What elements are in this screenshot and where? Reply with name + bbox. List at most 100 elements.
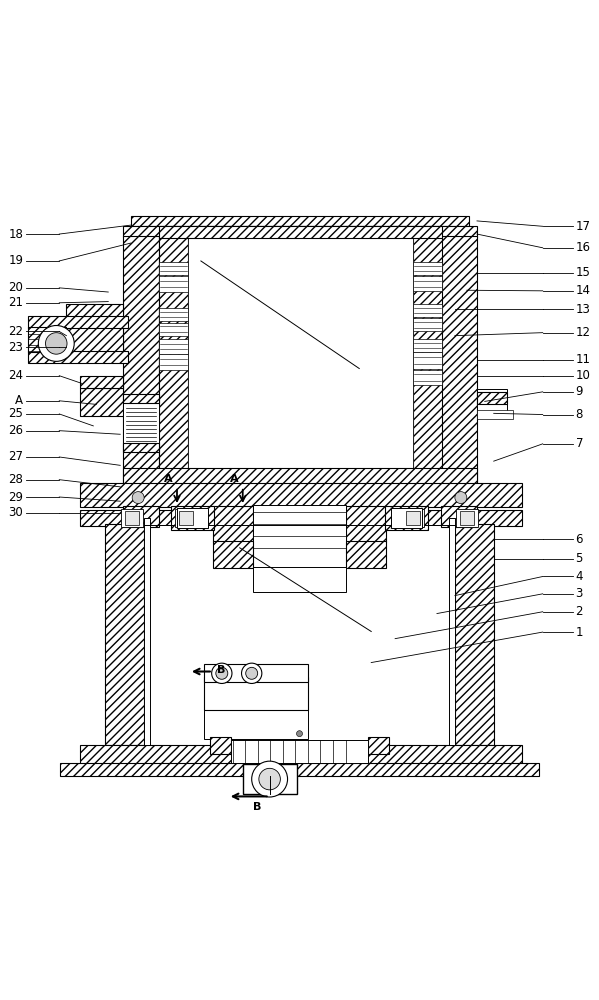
Bar: [455, 524, 494, 745]
Bar: [60, 763, 539, 776]
Bar: [243, 764, 297, 794]
Circle shape: [259, 768, 280, 790]
Bar: [159, 339, 187, 354]
Text: 17: 17: [576, 220, 591, 233]
Bar: [80, 745, 522, 764]
Text: 12: 12: [576, 326, 591, 339]
Bar: [159, 308, 187, 321]
Circle shape: [252, 761, 288, 797]
Bar: [346, 541, 386, 568]
Bar: [253, 505, 346, 568]
Bar: [204, 708, 308, 739]
Bar: [413, 352, 441, 369]
Text: 4: 4: [576, 570, 583, 583]
Circle shape: [46, 333, 67, 354]
Circle shape: [132, 492, 144, 504]
Bar: [413, 262, 441, 275]
Circle shape: [246, 667, 258, 679]
Circle shape: [38, 325, 74, 361]
Bar: [413, 304, 441, 317]
Text: 21: 21: [8, 296, 23, 309]
Circle shape: [216, 667, 228, 679]
Text: 6: 6: [576, 533, 583, 546]
Bar: [123, 468, 477, 485]
Bar: [159, 237, 187, 470]
Bar: [403, 509, 424, 527]
Bar: [123, 394, 159, 452]
Bar: [179, 511, 193, 525]
Text: 16: 16: [576, 241, 591, 254]
Bar: [385, 506, 428, 530]
Bar: [204, 677, 308, 710]
Text: 9: 9: [576, 385, 583, 398]
Text: 15: 15: [576, 266, 591, 279]
Bar: [391, 508, 422, 528]
Bar: [413, 237, 441, 470]
Bar: [123, 443, 159, 452]
Text: 5: 5: [576, 552, 583, 565]
Bar: [171, 506, 214, 530]
Bar: [456, 509, 477, 527]
Bar: [66, 304, 123, 328]
Bar: [413, 370, 441, 385]
Bar: [459, 511, 474, 525]
Bar: [177, 508, 208, 528]
Bar: [80, 388, 123, 416]
Circle shape: [297, 731, 302, 737]
Bar: [144, 525, 455, 745]
Bar: [477, 389, 507, 412]
Bar: [204, 664, 308, 682]
Bar: [159, 276, 187, 292]
Text: 10: 10: [576, 369, 591, 382]
Text: 20: 20: [8, 281, 23, 294]
Text: 30: 30: [8, 506, 23, 519]
Bar: [477, 392, 507, 404]
Bar: [253, 567, 346, 592]
Bar: [80, 376, 123, 388]
Bar: [210, 737, 231, 754]
Text: B: B: [217, 665, 225, 675]
Text: 23: 23: [8, 341, 23, 354]
Bar: [159, 262, 187, 275]
Bar: [231, 740, 368, 763]
Bar: [449, 518, 455, 745]
Text: 7: 7: [576, 437, 583, 450]
Text: 27: 27: [8, 450, 23, 463]
Bar: [123, 506, 159, 527]
Bar: [441, 236, 477, 483]
Text: A: A: [164, 474, 173, 484]
Bar: [28, 351, 128, 363]
Bar: [368, 737, 389, 754]
Text: A: A: [229, 474, 238, 484]
Text: B: B: [253, 802, 262, 812]
Text: 29: 29: [8, 491, 23, 504]
Text: 8: 8: [576, 408, 583, 421]
Bar: [131, 216, 469, 226]
Bar: [477, 410, 513, 419]
Circle shape: [241, 663, 262, 683]
Bar: [122, 509, 143, 527]
Bar: [125, 511, 140, 525]
Text: 11: 11: [576, 353, 591, 366]
Bar: [66, 327, 123, 352]
Bar: [406, 511, 420, 525]
Bar: [144, 518, 150, 745]
Bar: [413, 318, 441, 331]
Text: 24: 24: [8, 369, 23, 382]
Bar: [28, 327, 66, 352]
Bar: [80, 510, 522, 526]
Text: A: A: [16, 394, 23, 407]
Circle shape: [455, 492, 467, 504]
Bar: [413, 339, 441, 352]
Bar: [123, 226, 477, 237]
Text: 22: 22: [8, 325, 23, 338]
Bar: [123, 394, 159, 403]
Bar: [159, 354, 187, 370]
Bar: [187, 237, 413, 470]
Bar: [213, 506, 253, 542]
Bar: [346, 506, 386, 542]
Bar: [413, 276, 441, 291]
Bar: [159, 226, 441, 238]
Bar: [123, 236, 159, 483]
Bar: [175, 509, 196, 527]
